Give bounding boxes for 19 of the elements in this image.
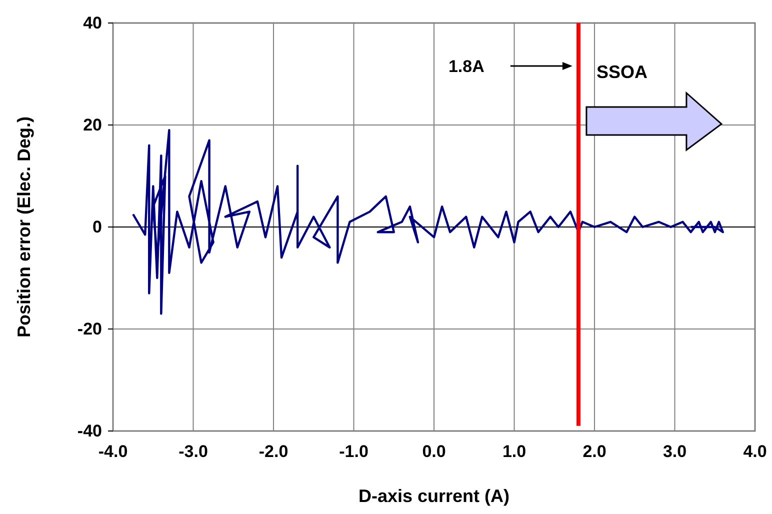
y-axis-title: Position error (Elec. Deg.): [14, 116, 34, 338]
x-tick-label: -1.0: [339, 442, 368, 462]
y-tick-label: -40: [77, 421, 102, 440]
x-tick-label: 2.0: [582, 442, 606, 462]
y-tick-label: 0: [92, 217, 102, 236]
x-tick-label: 1.0: [502, 442, 526, 462]
x-tick-label: -4.0: [98, 442, 128, 462]
x-axis-title: D-axis current (A): [358, 486, 510, 506]
y-tick-label: 40: [83, 13, 102, 32]
x-tick-label: -3.0: [178, 442, 208, 462]
x-tick-label: 0.0: [422, 442, 446, 462]
x-tick-label: -2.0: [258, 442, 288, 462]
y-tick-label: 20: [83, 115, 102, 134]
line-series: [132, 129, 724, 315]
x-tick-label: 4.0: [743, 442, 767, 462]
y-tick-label: -20: [77, 319, 102, 338]
x-tick-label: 3.0: [662, 442, 687, 462]
annotation: 1.8A: [448, 57, 484, 76]
annotation: SSOA: [596, 62, 648, 82]
